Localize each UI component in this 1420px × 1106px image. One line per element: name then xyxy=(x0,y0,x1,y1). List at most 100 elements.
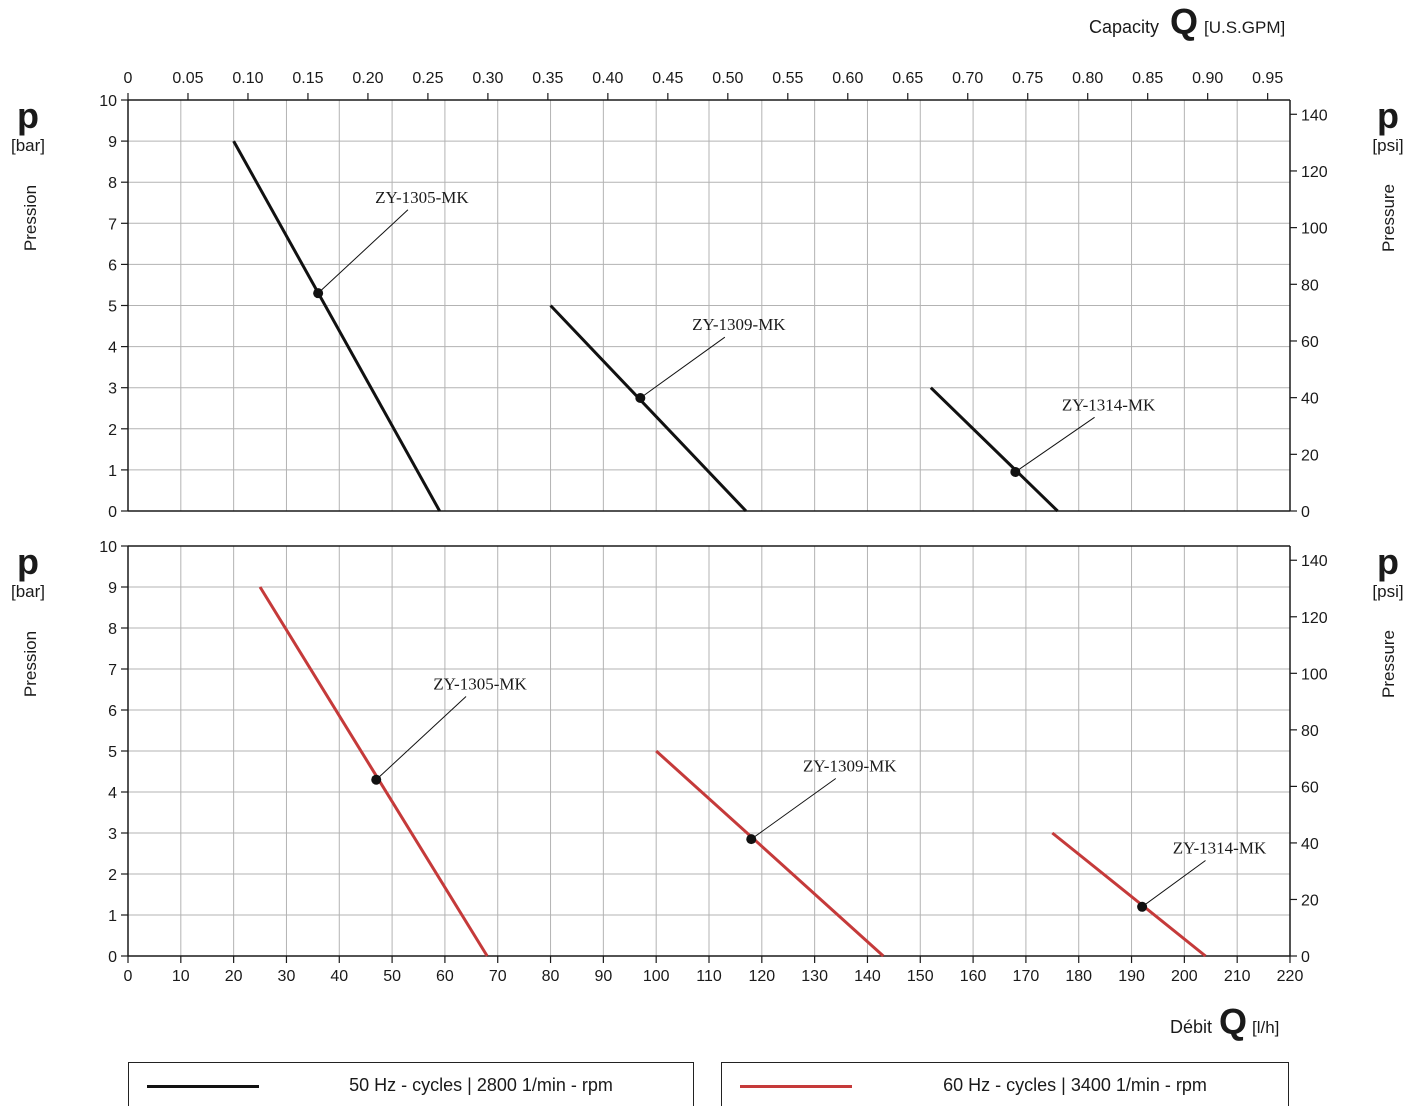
gpm-tick-label: 0.85 xyxy=(1132,70,1163,87)
panel1-bar-tick-label: 1 xyxy=(108,463,117,480)
panel2-psi-tick-label: 140 xyxy=(1301,553,1328,570)
lh-tick-label: 120 xyxy=(748,968,775,985)
legend-50hz-swatch xyxy=(147,1085,259,1088)
panel1-bar-tick-label: 6 xyxy=(108,257,117,274)
panel2-psi-tick-label: 80 xyxy=(1301,723,1319,740)
panel2-bar-tick-label: 2 xyxy=(108,867,117,884)
lh-tick-label: 90 xyxy=(594,968,612,985)
lh-tick-label: 130 xyxy=(801,968,828,985)
gpm-tick-label: 0.60 xyxy=(832,70,863,87)
gpm-tick-label: 0.10 xyxy=(232,70,263,87)
gpm-tick-label: 0.70 xyxy=(952,70,983,87)
lh-tick-label: 190 xyxy=(1118,968,1145,985)
lh-tick-label: 210 xyxy=(1224,968,1251,985)
lh-tick-label: 220 xyxy=(1277,968,1304,985)
panel1-bar-tick-label: 7 xyxy=(108,216,117,233)
panel2-curve-zy-1305-mk xyxy=(258,586,489,957)
panel2-psi-tick-label: 20 xyxy=(1301,892,1319,909)
panel1-bar-unit-label: [bar] xyxy=(11,136,45,155)
panel2-p-symbol-left: p xyxy=(17,541,39,582)
panel2-leader-zy-1305-mk xyxy=(375,696,467,781)
lh-tick-label: 0 xyxy=(124,968,133,985)
panel1-curve-zy-1309-mk xyxy=(549,304,748,513)
lh-tick-label: 60 xyxy=(436,968,454,985)
panel2-curve-zy-1314-mk xyxy=(1051,831,1207,958)
panel2-bar-tick-label: 6 xyxy=(108,703,117,720)
gpm-tick-label: 0.65 xyxy=(892,70,923,87)
gpm-tick-label: 0.95 xyxy=(1252,70,1283,87)
lh-tick-label: 160 xyxy=(960,968,987,985)
panel1-label-zy-1309-mk: ZY-1309-MK xyxy=(692,315,786,334)
capacity-q-symbol: Q xyxy=(1170,1,1198,42)
panel2-psi-tick-label: 100 xyxy=(1301,666,1328,683)
panel2-bar-tick-label: 1 xyxy=(108,908,117,925)
panel2-psi-tick-label: 120 xyxy=(1301,610,1328,627)
lh-tick-label: 140 xyxy=(854,968,881,985)
panel1-leader-zy-1314-mk xyxy=(1015,416,1095,473)
legend-60hz-swatch xyxy=(740,1085,852,1088)
panel1-bar-tick-label: 2 xyxy=(108,422,117,439)
panel1-psi-tick-label: 20 xyxy=(1301,447,1319,464)
lh-tick-label: 180 xyxy=(1065,968,1092,985)
panel2-bar-tick-label: 8 xyxy=(108,621,117,638)
panel2-bar-unit-label: [bar] xyxy=(11,582,45,601)
gpm-tick-label: 0.50 xyxy=(712,70,743,87)
panel2-psi-tick-label: 0 xyxy=(1301,949,1310,966)
panel1-bar-tick-label: 5 xyxy=(108,299,117,316)
panel1-marker-zy-1309-mk xyxy=(635,392,646,403)
panel2-bar-tick-label: 0 xyxy=(108,949,117,966)
panel1-psi-tick-label: 0 xyxy=(1301,504,1310,521)
flow-unit: [l/h] xyxy=(1252,1018,1279,1037)
panel1-bar-tick-label: 0 xyxy=(108,504,117,521)
lh-tick-label: 10 xyxy=(172,968,190,985)
panel2-curve-zy-1309-mk xyxy=(655,749,885,958)
legend-60hz-label: 60 Hz - cycles | 3400 1/min - rpm xyxy=(943,1075,1207,1095)
flow-label: Débit xyxy=(1170,1017,1212,1037)
panel1-p-symbol-left: p xyxy=(17,95,39,136)
panel1-pression-axis-title: Pression xyxy=(21,185,40,251)
lh-tick-label: 20 xyxy=(225,968,243,985)
panel1-leader-zy-1309-mk xyxy=(640,336,726,399)
legend-50hz: 50 Hz - cycles | 2800 1/min - rpm xyxy=(128,1062,694,1106)
lh-tick-label: 80 xyxy=(542,968,560,985)
gpm-tick-label: 0.80 xyxy=(1072,70,1103,87)
panel1-bar-tick-label: 3 xyxy=(108,381,117,398)
panel2-marker-zy-1309-mk xyxy=(746,834,757,845)
panel2-psi-tick-label: 40 xyxy=(1301,836,1319,853)
lh-tick-label: 100 xyxy=(643,968,670,985)
flow-q-symbol: Q xyxy=(1219,1001,1247,1042)
capacity-label: Capacity xyxy=(1089,17,1159,37)
panel1-psi-tick-label: 60 xyxy=(1301,334,1319,351)
panel1-leader-zy-1305-mk xyxy=(317,209,409,294)
gpm-tick-label: 0.35 xyxy=(532,70,563,87)
panel2-psi-tick-label: 60 xyxy=(1301,779,1319,796)
panel2-bar-tick-label: 9 xyxy=(108,580,117,597)
lh-tick-label: 50 xyxy=(383,968,401,985)
panel2-pression-axis-title: Pression xyxy=(21,631,40,697)
panel2-marker-zy-1314-mk xyxy=(1137,901,1148,912)
panel1-psi-tick-label: 100 xyxy=(1301,221,1328,238)
panel2-leader-zy-1309-mk xyxy=(750,778,837,840)
lh-tick-label: 70 xyxy=(489,968,507,985)
panel2-bar-tick-label: 3 xyxy=(108,826,117,843)
lh-tick-label: 170 xyxy=(1013,968,1040,985)
panel1-psi-unit-label: [psi] xyxy=(1372,136,1403,155)
gpm-tick-label: 0.30 xyxy=(472,70,503,87)
panel1-bar-tick-label: 8 xyxy=(108,175,117,192)
lh-tick-label: 150 xyxy=(907,968,934,985)
panel2-label-zy-1314-mk: ZY-1314-MK xyxy=(1173,839,1267,858)
gpm-tick-label: 0.25 xyxy=(412,70,443,87)
capacity-unit: [U.S.GPM] xyxy=(1204,18,1285,37)
panel2-label-zy-1309-mk: ZY-1309-MK xyxy=(803,757,897,776)
panel1-marker-zy-1305-mk xyxy=(313,288,324,299)
panel2-bar-tick-label: 10 xyxy=(99,539,117,556)
gpm-tick-label: 0.40 xyxy=(592,70,623,87)
panel1-marker-zy-1314-mk xyxy=(1010,466,1021,477)
gpm-tick-label: 0.55 xyxy=(772,70,803,87)
panel2-bar-tick-label: 5 xyxy=(108,744,117,761)
panel1-bar-tick-label: 9 xyxy=(108,134,117,151)
legend-60hz: 60 Hz - cycles | 3400 1/min - rpm xyxy=(721,1062,1289,1106)
panel1-label-zy-1314-mk: ZY-1314-MK xyxy=(1062,395,1156,414)
panel1-bar-tick-label: 4 xyxy=(108,340,117,357)
